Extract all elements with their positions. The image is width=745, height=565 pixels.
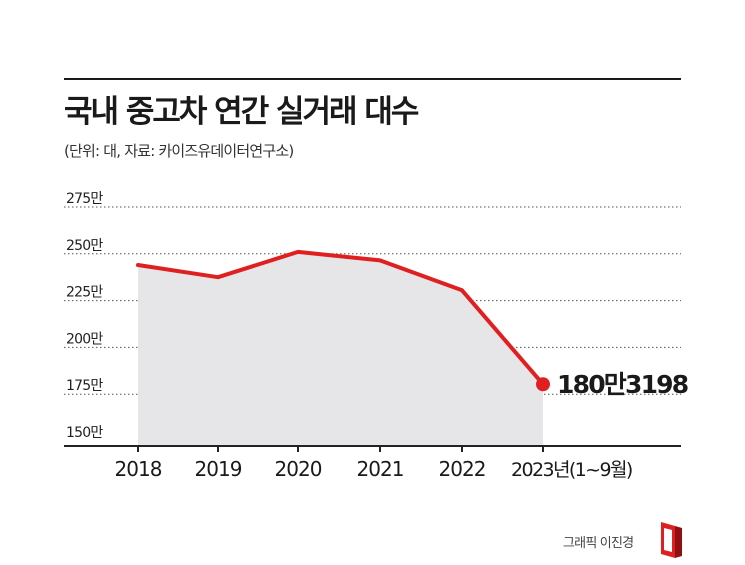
data-label-2023: 180만3198 bbox=[557, 370, 688, 399]
publisher-logo-icon bbox=[661, 522, 682, 558]
x-axis-ticks: 2018 2019 2020 2021 2022 2023년(1~9월) bbox=[115, 446, 633, 481]
x-tick-label: 2023년(1~9월) bbox=[511, 459, 632, 481]
x-tick-label: 2019 bbox=[195, 457, 242, 481]
y-tick-label: 200만 bbox=[66, 331, 103, 347]
x-tick-label: 2018 bbox=[115, 457, 162, 481]
x-tick-label: 2021 bbox=[357, 457, 404, 481]
chart-subtitle: (단위: 대, 자료: 카이즈유데이터연구소) bbox=[64, 142, 294, 160]
area-fill bbox=[138, 251, 543, 446]
y-tick-label: 275만 bbox=[66, 191, 103, 207]
graphic-credit: 그래픽 이진경 bbox=[563, 536, 634, 551]
top-rule bbox=[64, 78, 681, 80]
y-tick-label: 150만 bbox=[66, 425, 103, 441]
y-tick-label: 175만 bbox=[66, 378, 103, 394]
data-line bbox=[136, 249, 545, 387]
y-tick-labels: 275만 250만 225만 200만 175만 150만 bbox=[66, 191, 104, 441]
data-point-2023 bbox=[536, 377, 550, 392]
x-tick-label: 2022 bbox=[439, 457, 486, 481]
y-tick-label: 225만 bbox=[66, 285, 103, 301]
y-tick-label: 250만 bbox=[66, 238, 103, 254]
x-tick-label: 2020 bbox=[275, 457, 322, 481]
chart-title: 국내 중고차 연간 실거래 대수 bbox=[64, 94, 419, 130]
